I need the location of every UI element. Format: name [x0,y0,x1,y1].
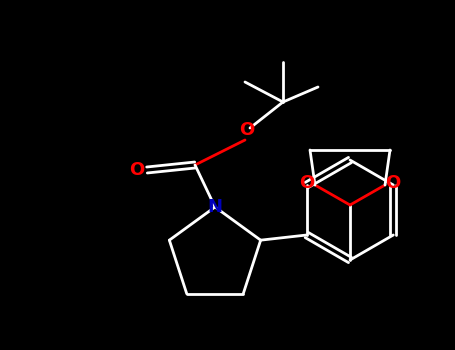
Text: N: N [207,198,222,216]
Text: O: O [239,121,255,139]
Text: O: O [385,174,400,192]
Text: O: O [129,161,145,179]
Text: O: O [299,174,314,192]
